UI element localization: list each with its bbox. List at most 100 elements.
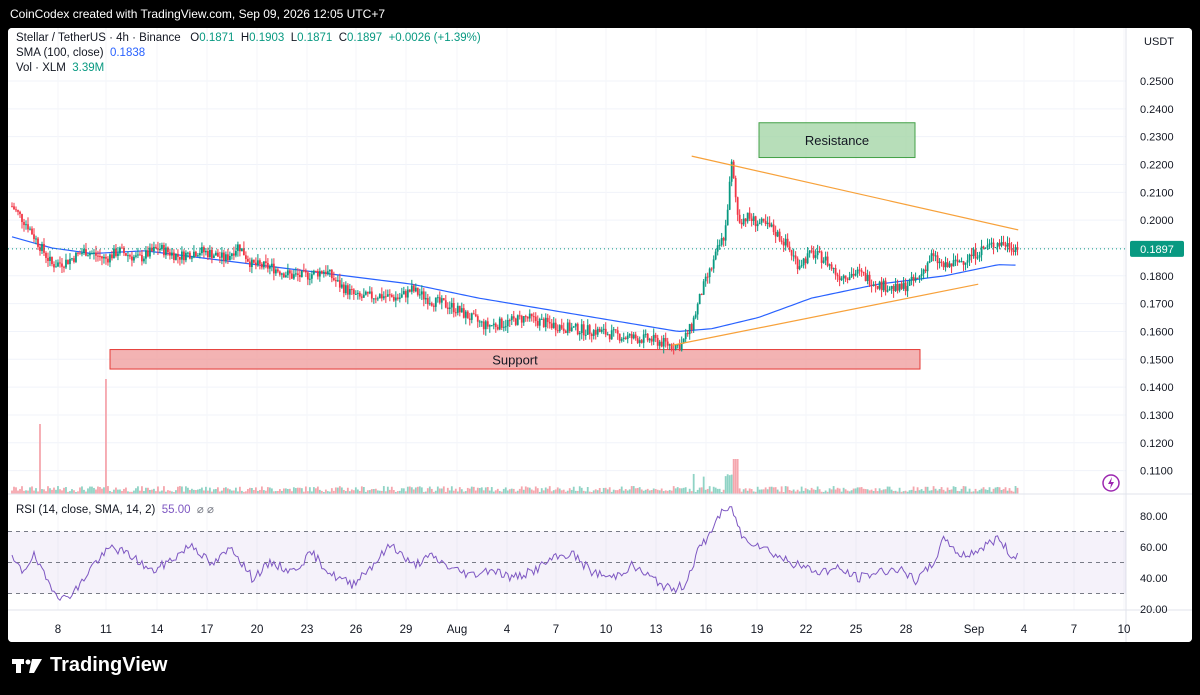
support-zone[interactable] — [109, 349, 921, 370]
volume-bar — [121, 491, 123, 494]
candle-body — [510, 316, 513, 321]
volume-bar — [314, 488, 317, 494]
volume-bar — [131, 491, 133, 494]
candle-body — [880, 281, 883, 291]
volume-bar — [828, 488, 831, 494]
candle-body — [514, 318, 517, 325]
candle-body — [159, 249, 161, 251]
time-axis-label: Aug — [447, 624, 467, 636]
volume-bar — [668, 489, 671, 494]
candle-body — [246, 258, 249, 262]
chart-frame: Resistance Support 0.2500 0.2400 0.2300 0.22… — [8, 28, 1192, 642]
volume-bar — [678, 488, 681, 494]
flash-icon[interactable] — [1102, 474, 1120, 492]
candle-body — [508, 320, 511, 322]
candle-body — [11, 206, 13, 208]
volume-bar — [386, 486, 389, 494]
candle-body — [586, 325, 589, 335]
candle-body — [390, 294, 393, 297]
candle-body — [75, 252, 77, 262]
volume-bar — [934, 488, 937, 494]
candle-body — [23, 222, 25, 226]
legend-sma[interactable]: SMA (100, close) 0.1838 — [16, 47, 145, 59]
volume-bar — [376, 490, 379, 494]
candle-body — [888, 288, 891, 291]
volume-bar — [324, 489, 327, 494]
candle-body — [532, 316, 535, 318]
candle-body — [352, 289, 355, 295]
volume-bar — [29, 487, 31, 494]
candle-body — [416, 287, 419, 295]
candle-body — [828, 264, 831, 266]
candle-body — [762, 218, 765, 221]
candle-body — [1016, 247, 1019, 250]
candle-body — [868, 274, 871, 285]
chart-svg[interactable]: Resistance Support 0.2500 0.2400 0.2300 0.22… — [8, 28, 1192, 642]
volume-bar — [692, 473, 695, 494]
volume-bar — [884, 489, 887, 494]
volume-bar — [872, 491, 875, 494]
candle-body — [129, 255, 131, 257]
candle-body — [462, 308, 465, 318]
volume-bar — [17, 490, 19, 494]
rsi-axis-label: 40.00 — [1140, 573, 1168, 585]
price-axis-label: 0.1200 — [1140, 438, 1174, 450]
volume-bar — [926, 486, 929, 494]
candle-body — [65, 259, 67, 268]
volume-bar — [666, 490, 669, 494]
candle-body — [708, 268, 711, 278]
candle-body — [848, 276, 851, 280]
candle-body — [217, 252, 219, 257]
candle-body — [966, 260, 969, 263]
volume-bar — [268, 487, 271, 494]
price-axis-label: 0.2000 — [1140, 215, 1174, 227]
candle-body — [446, 307, 449, 309]
candle-body — [812, 250, 815, 258]
candle-body — [464, 311, 467, 318]
candle-body — [402, 291, 405, 295]
volume-bar — [722, 489, 725, 494]
volume-bar — [1008, 488, 1011, 494]
candle-body — [69, 258, 71, 265]
candle-body — [310, 274, 313, 279]
volume-bar — [864, 489, 867, 494]
candle-body — [550, 323, 553, 328]
candle-body — [203, 247, 205, 253]
header-text: CoinCodex created with TradingView.com, … — [10, 7, 385, 21]
volume-bar — [404, 491, 407, 494]
volume-bar — [242, 491, 245, 494]
volume-bar — [77, 491, 79, 494]
candle-body — [556, 330, 559, 332]
candle-body — [824, 256, 827, 261]
resistance-zone[interactable] — [758, 122, 916, 159]
currency-label[interactable]: USDT — [1144, 36, 1174, 48]
rsi-extra: ⌀ ⌀ — [196, 504, 214, 516]
support-trendline[interactable] — [671, 283, 979, 346]
candle-body — [107, 258, 109, 263]
legend-vol[interactable]: Vol · XLM 3.39M — [16, 62, 104, 74]
candle-body — [440, 298, 443, 303]
volume-bar — [1016, 487, 1019, 494]
volume-bar — [19, 489, 21, 494]
volume-bar — [71, 489, 73, 494]
candle-body — [906, 285, 909, 292]
resistance-trendline[interactable] — [691, 155, 1019, 231]
candle-body — [376, 298, 379, 300]
candle-body — [794, 255, 797, 259]
volume-bar — [710, 491, 713, 494]
volume-bar — [504, 487, 507, 494]
volume-bar — [258, 489, 261, 494]
volume-bar — [209, 487, 211, 494]
volume-bar — [173, 491, 175, 494]
legend-rsi[interactable]: RSI (14, close, SMA, 14, 2) 55.00 ⌀ ⌀ — [16, 502, 214, 516]
tradingview-brand: TradingView — [50, 654, 168, 676]
candle-body — [227, 254, 229, 261]
volume-bar — [686, 491, 689, 494]
candle-body — [972, 249, 975, 257]
volume-bar — [406, 486, 409, 494]
candle-body — [738, 214, 741, 223]
volume-bar — [976, 491, 979, 494]
candle-body — [724, 225, 727, 241]
candle-body — [910, 276, 913, 281]
candle-body — [770, 224, 773, 227]
